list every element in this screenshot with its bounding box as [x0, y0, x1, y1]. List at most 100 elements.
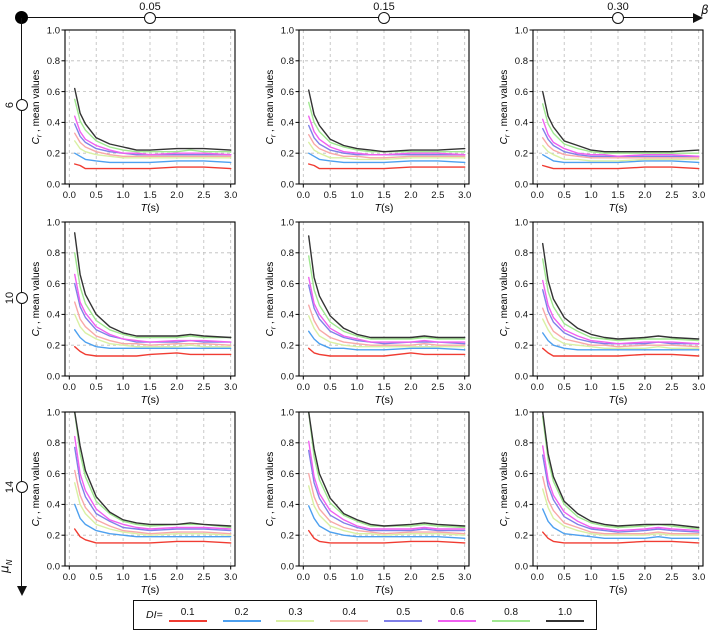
svg-text:1.0: 1.0	[515, 25, 528, 36]
svg-text:1.5: 1.5	[143, 572, 156, 583]
curve-di-0.1	[308, 347, 466, 357]
curve-di-1.0	[542, 412, 700, 529]
svg-text:0.5: 0.5	[558, 572, 571, 583]
legend-prefix: DI=	[146, 609, 163, 621]
curve-di-0.4	[74, 301, 232, 346]
svg-text:0.5: 0.5	[324, 572, 337, 583]
curve-di-0.5	[542, 454, 700, 533]
curve-di-0.3	[542, 144, 700, 162]
svg-text:0.4: 0.4	[47, 118, 60, 129]
svg-text:0.8: 0.8	[515, 248, 528, 259]
curve-di-0.3	[308, 141, 466, 161]
svg-text:2.0: 2.0	[170, 190, 183, 201]
legend-entry-label: 0.4	[342, 606, 357, 618]
svg-text:0.0: 0.0	[281, 371, 294, 382]
svg-text:2.5: 2.5	[197, 572, 210, 583]
curve-di-1.0	[308, 89, 466, 153]
svg-text:0.0: 0.0	[297, 190, 310, 201]
svg-text:0.5: 0.5	[90, 382, 103, 393]
curve-di-0.2	[74, 152, 232, 164]
legend-color-line	[545, 619, 584, 623]
series-curves	[542, 412, 700, 544]
curve-di-0.8	[308, 101, 466, 153]
svg-text:0.8: 0.8	[281, 248, 294, 259]
grid-lines	[65, 412, 235, 566]
curve-di-0.1	[308, 529, 466, 544]
legend-entry-di-0.4: 0.4	[330, 606, 369, 623]
svg-text:2.5: 2.5	[431, 572, 444, 583]
curve-di-0.6	[74, 435, 232, 530]
svg-text:0.4: 0.4	[281, 310, 294, 321]
curve-di-0.1	[308, 163, 466, 170]
svg-text:2.0: 2.0	[638, 382, 651, 393]
svg-text:1.0: 1.0	[47, 25, 60, 36]
curve-di-0.4	[542, 307, 700, 348]
beta-tick-label: 0.30	[607, 1, 629, 13]
curve-di-0.1	[74, 163, 232, 170]
subplot-mu6-beta0.05: 0.0 0.5 1.0 1.5 2.0 2.5 3.0 0.0 0.2 0.4 0.6 0.8 1.0 T…	[31, 25, 237, 214]
curve-di-0.3	[74, 313, 232, 348]
beta-tick-label: 0.15	[373, 1, 395, 13]
legend-color-line	[492, 619, 531, 623]
mu-tick-label: 6	[4, 101, 16, 109]
curve-di-1.0	[74, 87, 232, 151]
svg-text:3.0: 3.0	[692, 190, 705, 201]
legend-entry-di-1.0: 1.0	[545, 607, 584, 623]
curve-di-0.2	[542, 153, 700, 164]
y-axis-label: Cr , mean values	[499, 262, 512, 337]
svg-text:0.4: 0.4	[515, 118, 528, 129]
svg-text:0.4: 0.4	[47, 310, 60, 321]
y-axis-label: Cr , mean values	[31, 70, 44, 145]
legend-entry-label: 0.5	[396, 606, 411, 618]
svg-text:0.4: 0.4	[47, 500, 60, 511]
curve-di-0.1	[74, 345, 232, 357]
svg-text:0.5: 0.5	[324, 190, 337, 201]
x-axis-label: T(s)	[141, 394, 160, 406]
x-axis-label: T(s)	[609, 394, 628, 406]
svg-text:0.2: 0.2	[515, 149, 528, 160]
tick-marks	[529, 411, 700, 570]
svg-text:1.0: 1.0	[116, 190, 129, 201]
legend-entry-di-0.5: 0.5	[384, 606, 423, 623]
curve-di-0.2	[308, 152, 466, 164]
series-curves	[74, 412, 232, 544]
svg-text:0.8: 0.8	[47, 248, 60, 259]
x-axis-label: T(s)	[609, 584, 628, 596]
svg-text:0.8: 0.8	[47, 56, 60, 67]
curve-di-0.8	[74, 412, 232, 529]
svg-text:2.0: 2.0	[170, 382, 183, 393]
legend-entry-label: 0.2	[234, 606, 249, 618]
tick-labels: 0.0 0.5 1.0 1.5 2.0 2.5 3.0 0.0 0.2 0.4 0.6 0.8 1.0	[281, 25, 472, 201]
x-axis-label: T(s)	[141, 202, 160, 214]
subplot-mu10-beta0.15: 0.0 0.5 1.0 1.5 2.0 2.5 3.0 0.0 0.2 0.4 0.6 0.8 1.0 T…	[265, 217, 471, 406]
mu-marker-10	[16, 292, 28, 304]
svg-text:2.0: 2.0	[404, 572, 417, 583]
curve-di-0.6	[308, 440, 466, 530]
tick-marks	[61, 29, 232, 188]
x-axis-label: T(s)	[375, 394, 394, 406]
x-axis-label: T(s)	[375, 584, 394, 596]
curve-di-0.8	[542, 103, 700, 154]
legend-entry-label: 0.1	[180, 606, 195, 618]
curve-di-0.5	[74, 282, 232, 343]
x-axis-label: T(s)	[375, 202, 394, 214]
mu-tick-label: 14	[4, 480, 16, 494]
series-curves	[308, 412, 466, 544]
curve-di-0.3	[542, 318, 700, 350]
curve-di-1.0	[542, 90, 700, 153]
legend-entry-di-0.2: 0.2	[222, 606, 261, 623]
curve-di-0.5	[308, 124, 466, 156]
svg-text:1.5: 1.5	[377, 190, 390, 201]
series-curves	[542, 90, 700, 170]
curve-di-0.6	[74, 273, 232, 343]
tick-marks	[295, 221, 466, 380]
svg-text:0.8: 0.8	[515, 56, 528, 67]
y-axis-label: Cr , mean values	[499, 70, 512, 145]
svg-text:2.0: 2.0	[170, 572, 183, 583]
svg-text:0.6: 0.6	[47, 469, 60, 480]
legend-box: DI= 0.1 0.2 0.3 0.4 0.5 0.6 0.8 1.0	[133, 600, 597, 630]
svg-text:0.6: 0.6	[281, 87, 294, 98]
svg-text:1.0: 1.0	[116, 572, 129, 583]
svg-text:0.0: 0.0	[531, 382, 544, 393]
svg-text:1.0: 1.0	[350, 382, 363, 393]
